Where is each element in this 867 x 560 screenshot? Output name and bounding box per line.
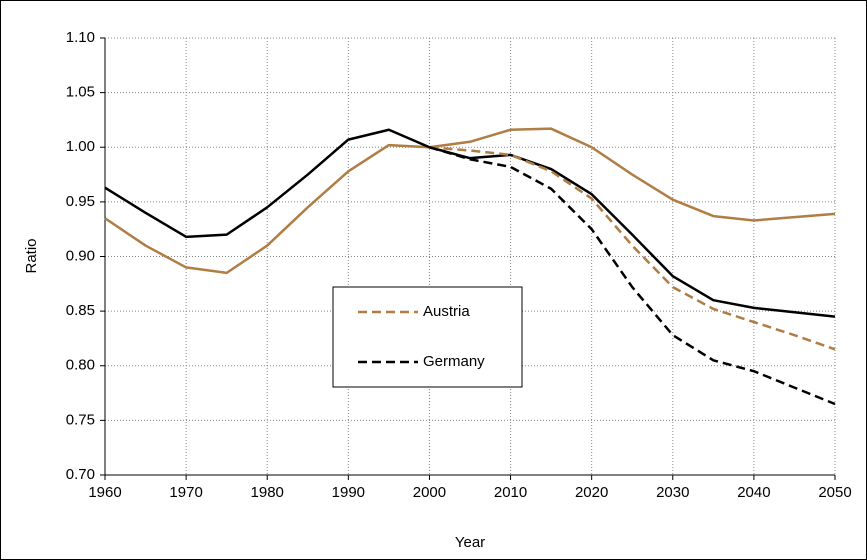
legend-label: Austria [423, 303, 470, 320]
legend-box [332, 286, 523, 388]
x-tick-label: 1970 [169, 484, 202, 501]
x-axis-label: Year [455, 534, 485, 551]
x-tick-label: 1960 [88, 484, 121, 501]
legend-label: Germany [423, 353, 485, 370]
x-tick-label: 2000 [413, 484, 446, 501]
y-tick-label: 0.95 [66, 193, 95, 210]
line-series [104, 128, 836, 318]
y-tick-label: 0.70 [66, 466, 95, 483]
y-tick-label: 1.05 [66, 84, 95, 101]
line-series [429, 146, 836, 406]
y-axis-label: Ratio [23, 238, 40, 273]
x-tick-label: 2020 [575, 484, 608, 501]
y-tick-label: 0.85 [66, 302, 95, 319]
x-tick-label: 2050 [818, 484, 851, 501]
y-tick-label: 0.90 [66, 247, 95, 264]
y-tick-label: 0.75 [66, 411, 95, 428]
x-tick-label: 2030 [656, 484, 689, 501]
x-tick-label: 1980 [251, 484, 284, 501]
y-tick-label: 0.80 [66, 357, 95, 374]
y-tick-label: 1.10 [66, 29, 95, 46]
x-tick-label: 1990 [332, 484, 365, 501]
line-series [104, 127, 836, 275]
x-tick-label: 2040 [737, 484, 770, 501]
y-tick-label: 1.00 [66, 138, 95, 155]
line-series [429, 146, 836, 351]
x-tick-label: 2010 [494, 484, 527, 501]
